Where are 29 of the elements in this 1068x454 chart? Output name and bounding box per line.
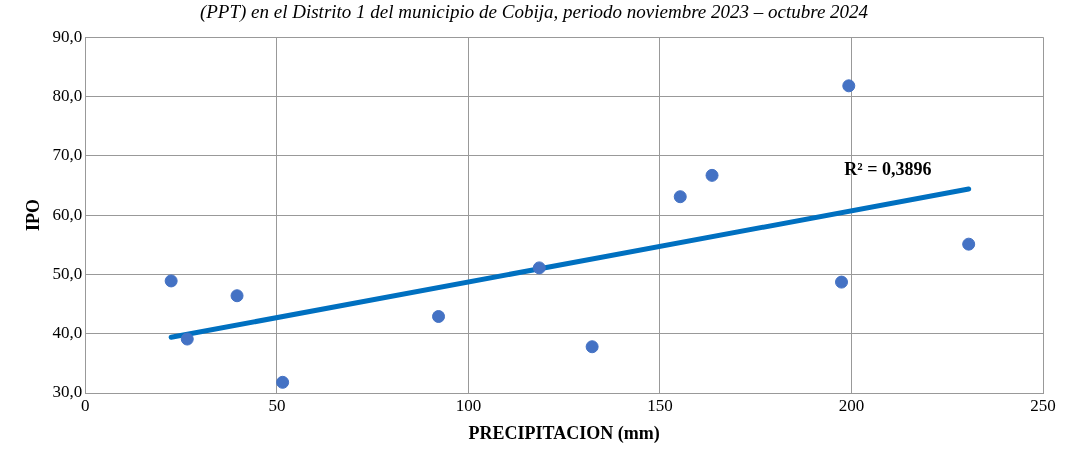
annotation: R² = 0,3896	[844, 159, 932, 180]
x-tick-label: 0	[81, 395, 90, 415]
x-tick-label: 150	[647, 395, 673, 415]
point	[180, 332, 194, 346]
point	[230, 289, 244, 303]
point	[673, 190, 687, 204]
y-tick-label: 50,0	[52, 263, 83, 283]
point	[585, 340, 599, 354]
x-tick-label: 200	[838, 395, 865, 415]
point	[432, 310, 446, 323]
y-tick-label: 80,0	[52, 85, 83, 105]
point	[835, 275, 849, 289]
x-tick-label: 100	[455, 395, 482, 415]
y-tick-label: 90,0	[52, 26, 83, 46]
point	[705, 168, 719, 182]
y-tick-label: 60,0	[52, 204, 83, 224]
x-tick-label: 250	[1030, 395, 1056, 415]
x-tick-label: 50	[268, 395, 286, 415]
point	[962, 237, 976, 251]
chart-title: (PPT) en el Distrito 1 del municipio de Cobija, periodo noviembre 2023 – octubre 2024	[198, 0, 870, 24]
y-tick-label: 70,0	[52, 145, 83, 165]
point	[164, 274, 178, 288]
y-tick-label: 30,0	[52, 382, 83, 402]
y-axis-title: IPO	[23, 199, 44, 232]
point	[842, 79, 856, 93]
point	[532, 261, 546, 275]
x-axis-title: PRECIPITACION (mm)	[468, 422, 660, 444]
y-tick-label: 40,0	[52, 323, 83, 343]
point	[276, 375, 290, 389]
